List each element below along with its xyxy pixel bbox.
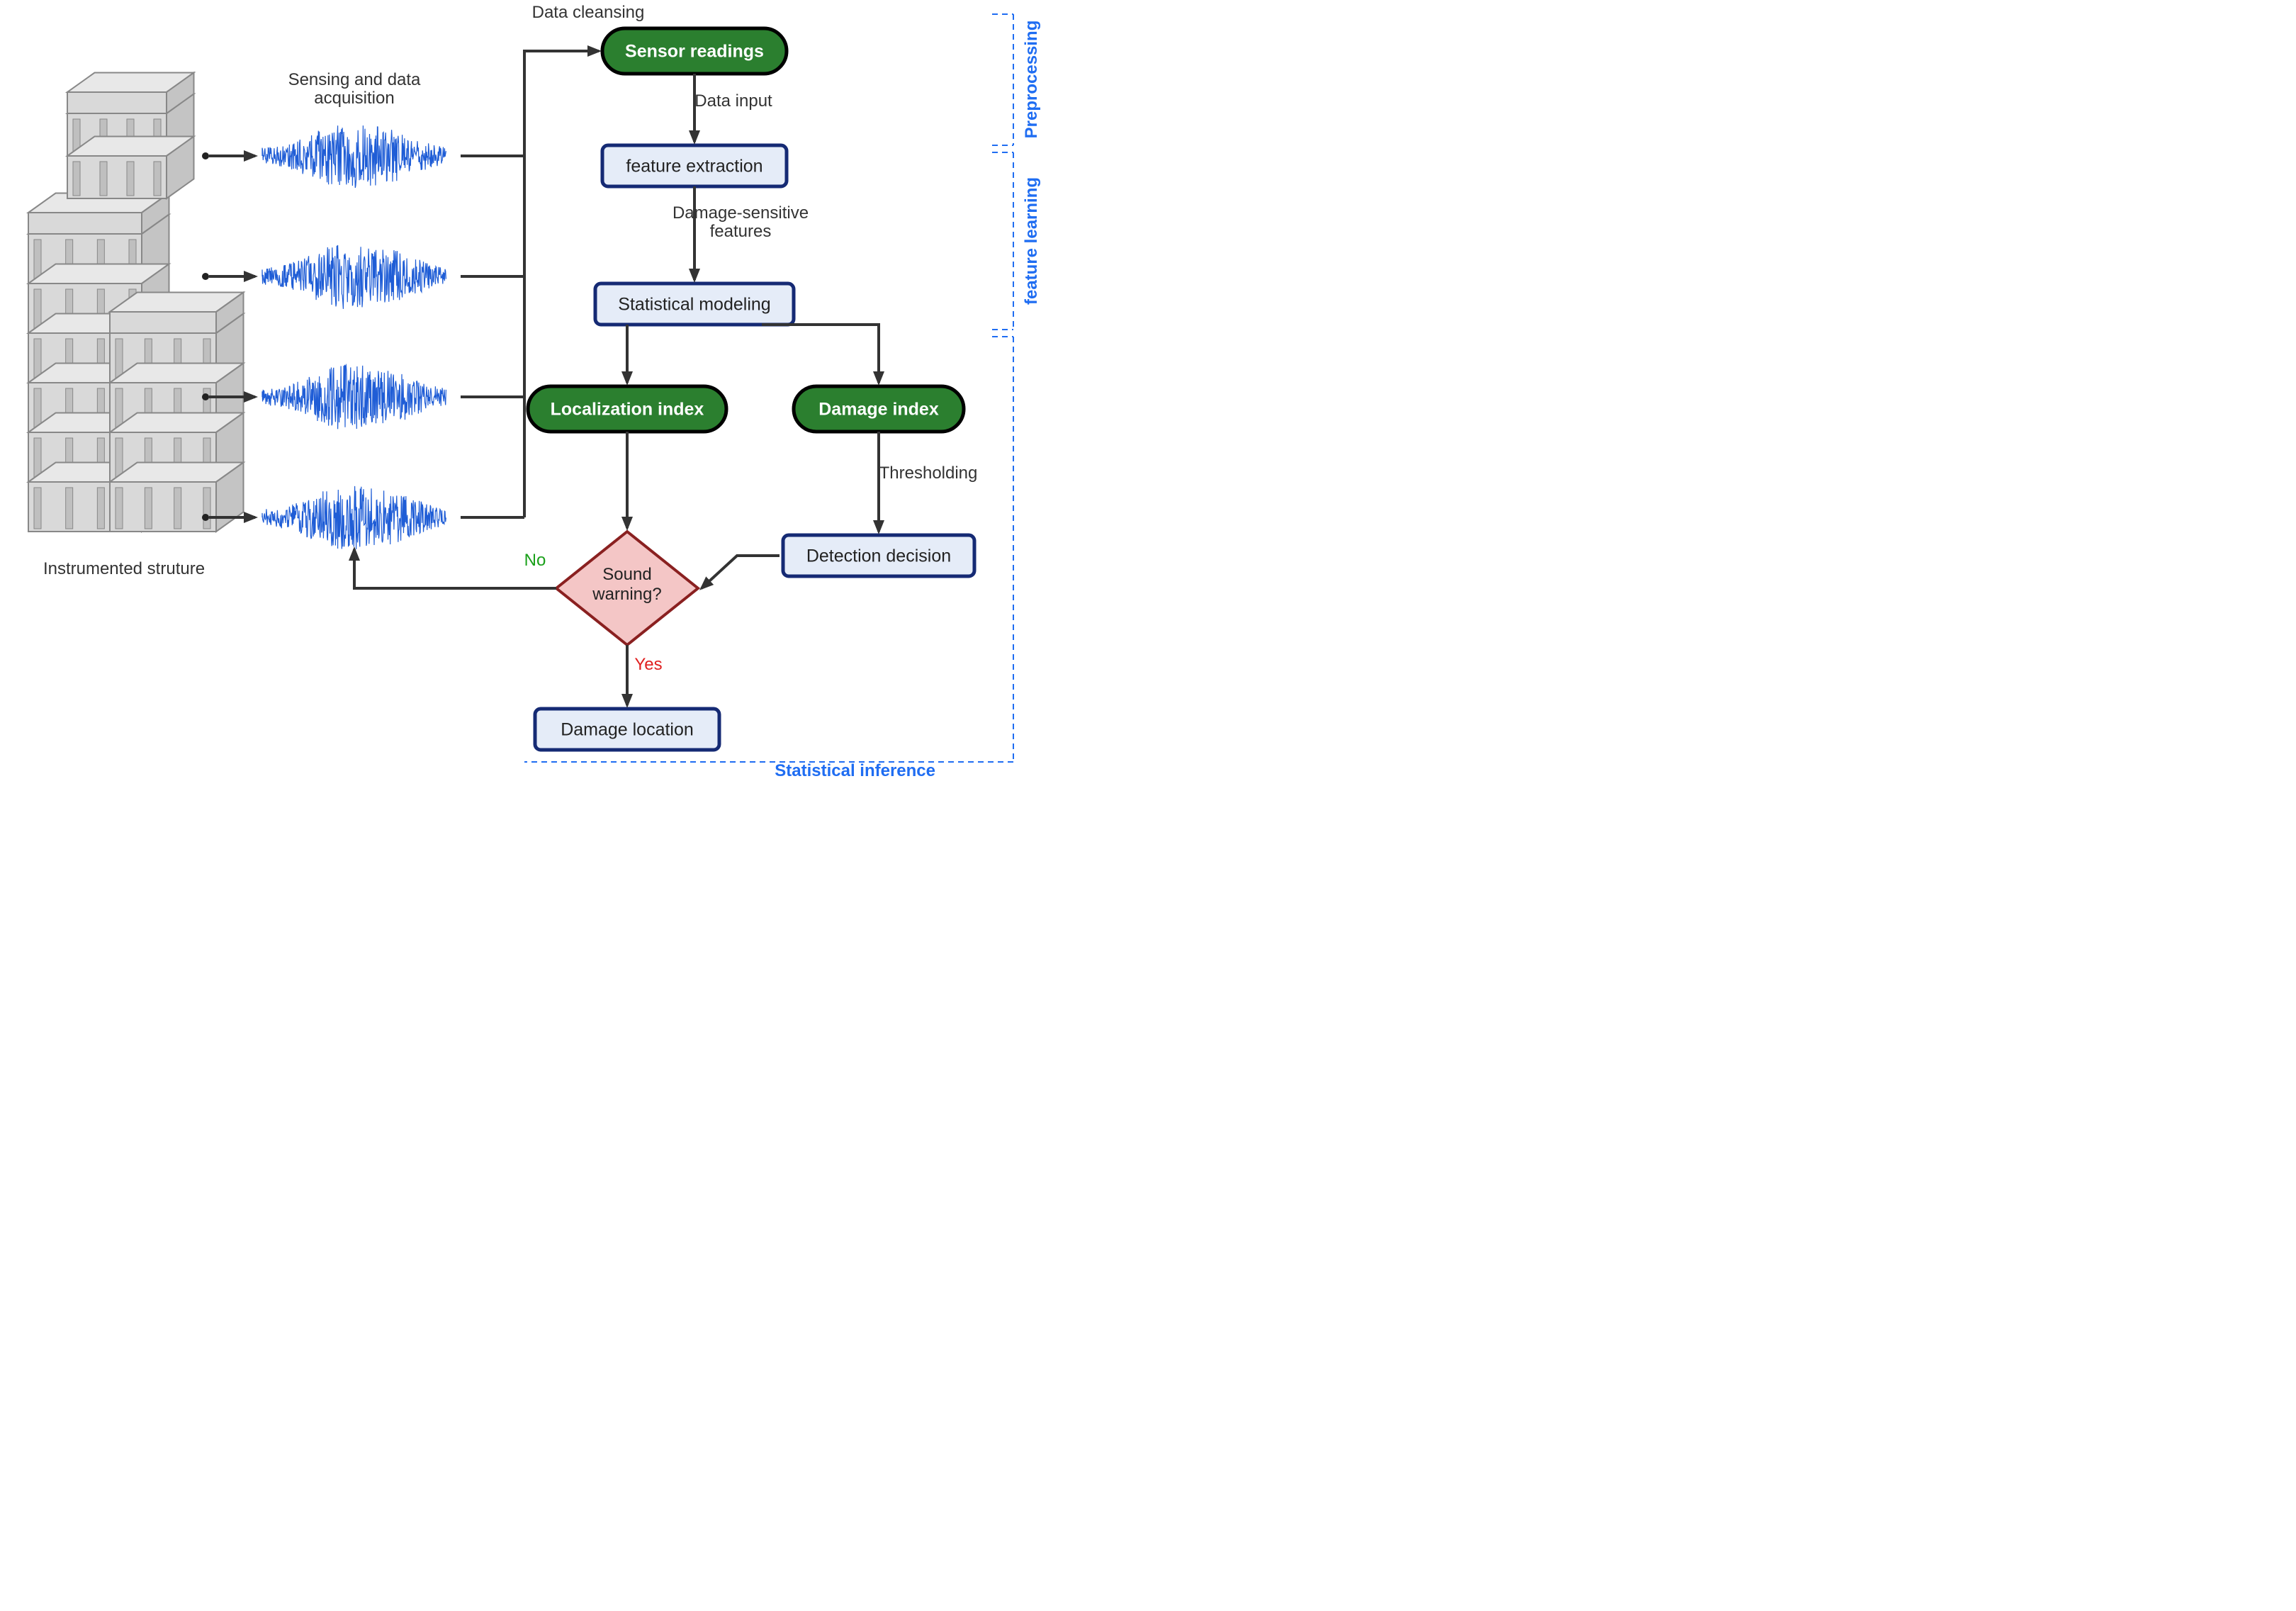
edge-dmg_features-label-1: features [710, 222, 772, 241]
edge-det_to_diamond [702, 556, 780, 588]
waveform-3 [262, 486, 446, 549]
building-label: Instrumented struture [43, 559, 205, 578]
node-damage_location-label: Damage location [561, 720, 694, 740]
sensing-label-line1: Sensing and data [288, 70, 421, 89]
node-localization_index-label: Localization index [551, 400, 704, 420]
edge-thresholding-label: Thresholding [879, 464, 978, 483]
bracket-preprocessing [992, 14, 1013, 145]
bracket-feature_learning [992, 152, 1013, 330]
edge-data_cleansing-label: Data cleansing [532, 3, 645, 22]
building-icon [28, 73, 244, 532]
waveform-2 [262, 365, 446, 430]
edge-data_cleansing [524, 51, 599, 156]
edge-dmg_features-label-0: Damage-sensitive [673, 203, 809, 223]
waveform-1 [262, 245, 446, 309]
edge-stat_to_dmg [762, 325, 879, 383]
collector-bus [461, 156, 524, 517]
sensing-label-line2: acquisition [314, 89, 394, 108]
node-sound_warning-line2: warning? [592, 585, 661, 604]
edge-yes_down-label: Yes [634, 655, 662, 674]
bracket-stat_inference-label: Statistical inference [775, 761, 935, 780]
waveform-0 [262, 125, 446, 188]
node-feature_extraction-label: feature extraction [626, 157, 762, 176]
node-statistical_modeling-label: Statistical modeling [618, 295, 770, 315]
node-sensor_readings-label: Sensor readings [625, 42, 764, 62]
node-damage_index-label: Damage index [818, 400, 939, 420]
bracket-preprocessing-label: Preprocessing [1022, 21, 1041, 139]
bracket-feature_learning-label: feature learning [1022, 177, 1041, 305]
node-sound_warning-line1: Sound [602, 565, 651, 584]
edge-data_input-label: Data input [694, 91, 772, 111]
edge-no_back-label: No [524, 551, 546, 570]
node-detection_decision-label: Detection decision [806, 546, 951, 566]
